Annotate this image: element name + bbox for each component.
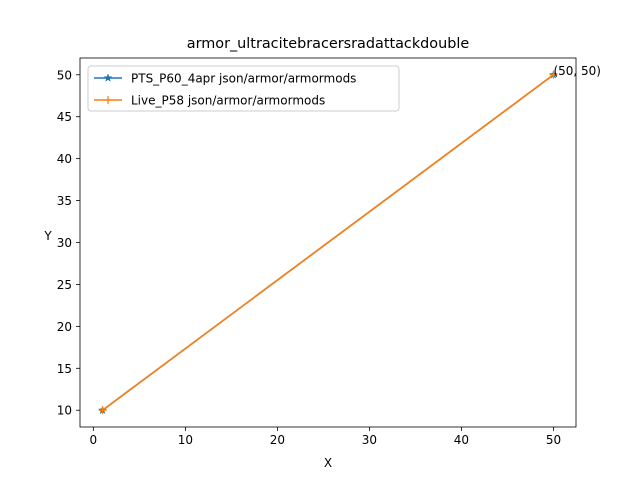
y-tick-label: 15 [57,362,72,376]
x-tick-label: 40 [454,433,469,447]
y-tick-label: 25 [57,278,72,292]
y-tick-label: 45 [57,110,72,124]
legend-label: Live_P58 json/armor/armormods [131,94,325,108]
legend-star-marker [103,73,113,82]
x-tick-label: 20 [270,433,285,447]
point-annotation: (50, 50) [553,64,601,78]
y-tick-label: 10 [57,404,72,418]
axes-frame [79,57,577,428]
x-tick-label: 30 [362,433,377,447]
y-tick-label: 20 [57,320,72,334]
y-tick-label: 50 [57,68,72,82]
series-1-point-marker [549,70,558,79]
legend-entry: Live_P58 json/armor/armormods [94,94,325,108]
chart-title: armor_ultracitebracersradattackdouble [187,36,470,52]
x-axis-label: X [324,456,332,470]
legend-entry: PTS_P60_4apr json/armor/armormods [94,72,356,86]
y-axis-label: Y [43,229,52,243]
legend-box [87,65,400,112]
legend: PTS_P60_4apr json/armor/armormods Live_P5… [87,65,400,112]
y-tick-label: 35 [57,194,72,208]
x-tick-label: 10 [178,433,193,447]
x-tick-label: 50 [546,433,561,447]
y-tick-label: 30 [57,236,72,250]
series-1-point-marker [98,406,107,415]
series-1-line [102,74,554,411]
x-tick-label: 0 [90,433,98,447]
y-tick-label: 40 [57,152,72,166]
plot-area: 0 10 20 30 40 50 10 15 20 25 30 35 40 45 50 (50, 50) PTS… [57,57,601,447]
legend-label: PTS_P60_4apr json/armor/armormods [131,72,356,86]
